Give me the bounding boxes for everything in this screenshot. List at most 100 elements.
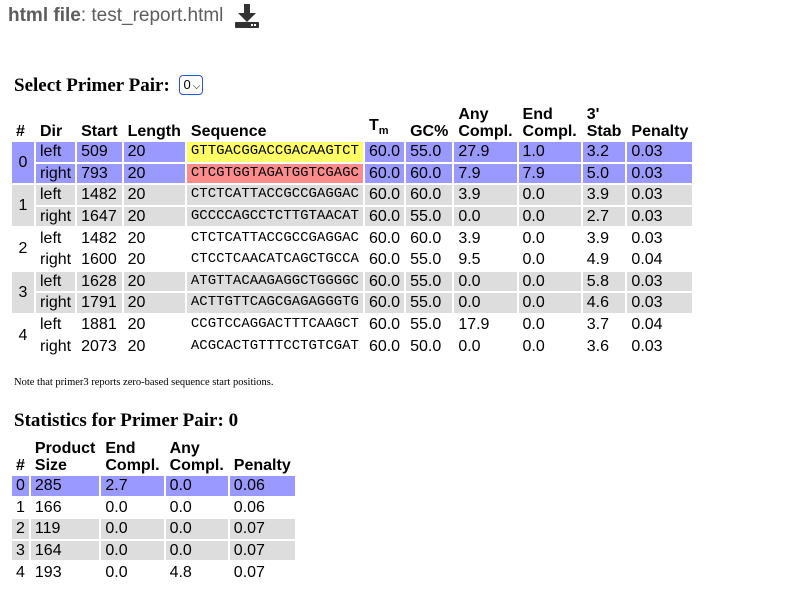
- primer-sequence: GCCCCAGCCTCTTGTAACAT: [186, 206, 363, 227]
- primer-start: 509: [77, 142, 122, 162]
- primer-gc: 55.0: [406, 293, 453, 313]
- primer-sequence: ACTTGTTCAGCGAGAGGGTG: [186, 293, 363, 313]
- stats-pair-number: 2: [12, 519, 29, 539]
- chevron-down-icon: ⌵: [192, 81, 201, 92]
- primer-length: 20: [123, 185, 185, 205]
- primer-row: right 2073 20 ACGCACTGTTTCCTGTCGAT 60.0 50.0 0…: [12, 336, 692, 356]
- primer-sequence: CTCTCATTACCGCCGAGGAC: [190, 229, 359, 246]
- stats-heading: Statistics for Primer Pair: 0: [14, 410, 238, 432]
- primer-tm: 60.0: [368, 316, 401, 334]
- primer-any-compl: 0.0: [454, 206, 517, 227]
- stats-penalty: 0.06: [229, 476, 295, 496]
- stats-header-num: #: [16, 457, 25, 474]
- stats-row: 3 164 0.0 0.0 0.07: [12, 540, 295, 561]
- primer-row: 4 left 1881 20 CCGTCCAGGACTTTCAAGCT 60.0 55.0 1…: [12, 315, 692, 344]
- primer-gc: 60.0: [410, 229, 442, 247]
- file-label: html file: [8, 5, 81, 26]
- primer-sequence: CTCGTGGTAGATGGTCGAGC: [186, 163, 363, 184]
- stats-product-size: 166: [34, 498, 62, 516]
- primer-penalty: 0.03: [627, 206, 693, 227]
- download-icon[interactable]: [233, 3, 263, 29]
- primer-any-compl: 0.0: [454, 293, 517, 313]
- primer-end-compl: 0.0: [518, 293, 581, 313]
- header-any-compl: Any Compl.: [458, 106, 513, 140]
- stats-pair-number: 4: [16, 563, 25, 581]
- primer-penalty: 0.03: [627, 271, 693, 292]
- primer-pair-select[interactable]: 0 ⌵: [178, 75, 204, 95]
- primer-tm: 60.0: [364, 206, 405, 227]
- primer-start: 1647: [77, 206, 122, 227]
- primer-start: 1600: [81, 251, 117, 269]
- stats-product-size: 164: [30, 540, 100, 561]
- stats-table: # Product Size End Compl. Any Compl. Pen…: [10, 438, 297, 584]
- primer-gc: 50.0: [410, 337, 442, 355]
- select-primer-pair-heading: Select Primer Pair: 0 ⌵: [14, 75, 204, 97]
- primer-any-compl: 17.9: [458, 316, 490, 334]
- primer-penalty: 0.04: [631, 251, 663, 269]
- stats-row: 2 119 0.0 0.0 0.07: [12, 519, 295, 539]
- zero-based-note: Note that primer3 reports zero-based seq…: [14, 377, 274, 388]
- primer-3-stab: 2.7: [582, 206, 626, 227]
- primer-start: 2073: [81, 337, 117, 355]
- file-header: html file: test_report.html: [8, 3, 263, 29]
- stats-row: 1 166 0.0 0.0 0.06: [12, 498, 295, 518]
- primer-any-compl: 0.0: [454, 271, 517, 292]
- primer-start: 793: [77, 163, 122, 184]
- primer-penalty: 0.03: [631, 337, 663, 355]
- pair-number: 2: [18, 240, 28, 258]
- primer-tm: 60.0: [364, 293, 405, 313]
- primer-table-header: # Dir Start Length Sequence Tm GC% Any C…: [12, 106, 692, 140]
- primer-start: 1791: [77, 293, 122, 313]
- stats-heading-label: Statistics for Primer Pair:: [14, 410, 224, 431]
- stats-product-size: 119: [30, 519, 100, 539]
- primer-penalty: 0.03: [627, 142, 693, 162]
- header-dir: Dir: [40, 123, 63, 140]
- primer-any-compl: 3.9: [454, 185, 517, 205]
- stats-pair-number: 3: [12, 540, 29, 561]
- primer-gc: 55.0: [410, 251, 442, 269]
- primer-tm: 60.0: [364, 163, 405, 184]
- primer-direction: right: [36, 206, 76, 227]
- primer-3-stab: 3.7: [586, 316, 609, 334]
- stats-any-compl: 0.0: [165, 540, 228, 561]
- primer-any-compl: 7.9: [454, 163, 517, 184]
- header-num: #: [16, 123, 25, 140]
- primer-3-stab: 5.8: [582, 271, 626, 292]
- primer-end-compl: 0.0: [522, 229, 545, 247]
- primer-start: 1482: [81, 229, 117, 247]
- stats-product-size: 193: [34, 563, 62, 581]
- primer-3-stab: 5.0: [582, 163, 626, 184]
- primer-length: 20: [123, 163, 185, 184]
- stats-end-compl: 0.0: [101, 540, 164, 561]
- primer-gc: 55.0: [406, 271, 453, 292]
- stats-header-any-compl: Any Compl.: [169, 440, 224, 474]
- header-stab: 3' Stab: [586, 106, 622, 140]
- primer-row: right 1647 20 GCCCCAGCCTCTTGTAACAT 60.0 55.0 0…: [12, 206, 693, 227]
- file-label-separator: :: [80, 5, 87, 26]
- primer-direction: right: [36, 163, 76, 184]
- select-primer-pair-label: Select Primer Pair:: [14, 75, 170, 96]
- primer-sequence: CCGTCCAGGACTTTCAAGCT: [190, 316, 359, 333]
- primer-any-compl: 9.5: [458, 251, 481, 269]
- primer-start: 1628: [77, 271, 122, 292]
- primer-row: right 1600 20 CTCCTCAACATCAGCTGCCA 60.0 55.0 9…: [12, 250, 692, 270]
- primer-penalty: 0.03: [627, 185, 693, 205]
- stats-pair-number: 0: [12, 476, 29, 496]
- primer-3-stab: 4.6: [582, 293, 626, 313]
- pair-number: 0: [12, 142, 34, 184]
- stats-heading-value: 0: [228, 410, 239, 431]
- primer-table: # Dir Start Length Sequence Tm GC% Any C…: [10, 104, 694, 358]
- primer-start: 1482: [77, 185, 122, 205]
- stats-end-compl: 0.0: [101, 519, 164, 539]
- primer-direction: left: [36, 142, 76, 162]
- pair-number: 4: [18, 326, 28, 344]
- primer-tm: 60.0: [364, 271, 405, 292]
- primer-start: 1881: [81, 316, 117, 334]
- primer-row: right 1791 20 ACTTGTTCAGCGAGAGGGTG 60.0 55.0 0…: [12, 293, 693, 313]
- pair-number: 1: [12, 185, 34, 227]
- primer-3-stab: 4.9: [586, 251, 609, 269]
- primer-sequence: ACGCACTGTTTCCTGTCGAT: [190, 337, 359, 354]
- stats-row: 0 285 2.7 0.0 0.06: [12, 476, 295, 496]
- primer-gc: 55.0: [410, 316, 442, 334]
- primer-end-compl: 1.0: [518, 142, 581, 162]
